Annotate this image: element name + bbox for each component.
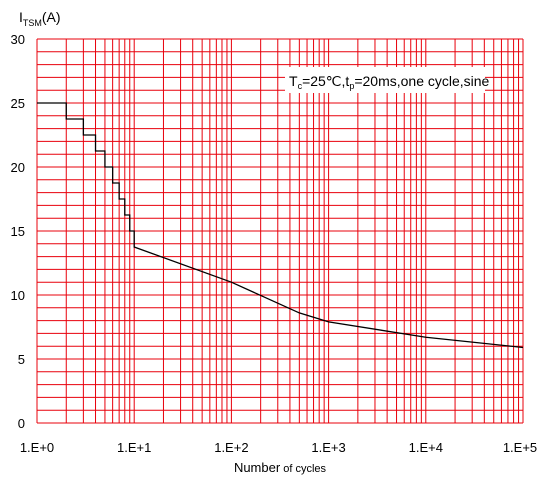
- y-tick-label: 30: [11, 32, 25, 47]
- x-tick-label: 1.E+0: [20, 440, 54, 455]
- tick-labels: 0 5 10 15 20 25 30 1.E+0 1.E+1 1.E+2 1.E+3 1.E+4 1.E…: [11, 32, 538, 455]
- y-tick-label: 25: [11, 96, 25, 111]
- x-tick-label: 1.E+2: [214, 440, 248, 455]
- x-tick-label: 1.E+1: [117, 440, 151, 455]
- x-tick-label: 1.E+5: [503, 440, 537, 455]
- x-tick-label: 1.E+4: [409, 440, 443, 455]
- y-tick-label: 0: [18, 416, 25, 431]
- y-axis-label: ITSM(A): [19, 9, 61, 28]
- y-tick-label: 15: [11, 224, 25, 239]
- x-tick-label: 1.E+3: [311, 440, 345, 455]
- y-tick-label: 20: [11, 160, 25, 175]
- annotation-box: [285, 67, 485, 93]
- annotation-text: Tc=25℃,tp=20ms,one cycle,sine: [289, 73, 490, 91]
- y-tick-label: 10: [11, 288, 25, 303]
- y-tick-label: 5: [18, 352, 25, 367]
- x-axis-label: Number of cycles: [234, 460, 327, 475]
- grid: [36, 38, 524, 424]
- annotation: Tc=25℃,tp=20ms,one cycle,sine: [285, 67, 490, 93]
- surge-current-curve: [37, 102, 524, 349]
